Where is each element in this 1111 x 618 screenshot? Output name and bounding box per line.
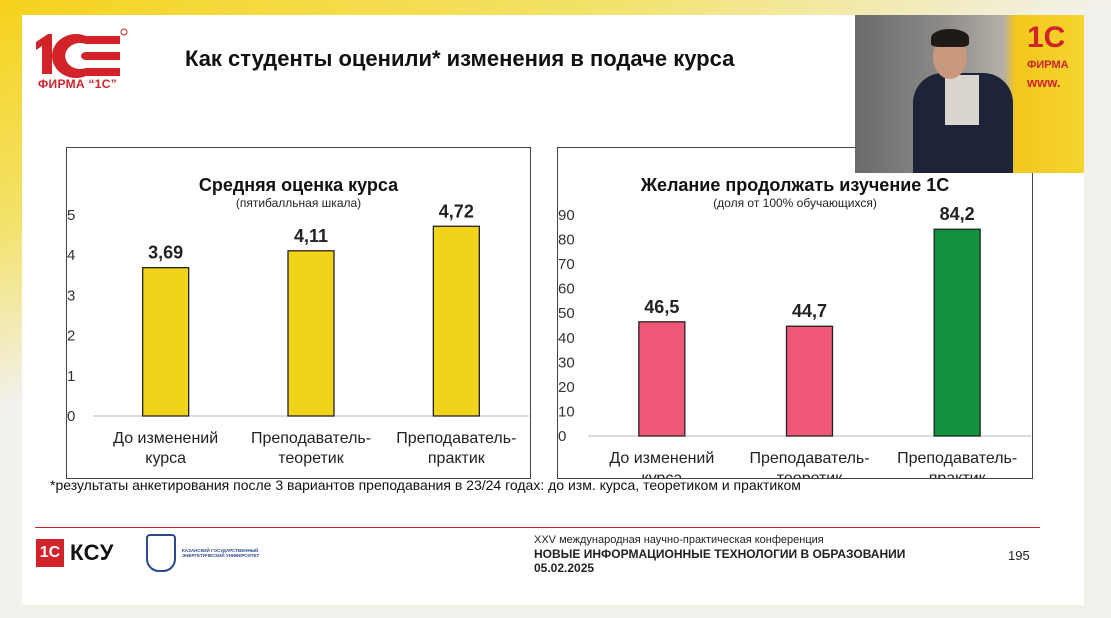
data-label: 4,11: [294, 226, 328, 246]
y-tick-label: 0: [558, 428, 566, 445]
university-name: КАЗАНСКИЙ ГОСУДАРСТВЕННЫЙ ЭНЕРГЕТИЧЕСКИЙ…: [182, 548, 260, 558]
slide-title: Как студенты оценили* изменения в подаче…: [185, 46, 735, 71]
ksu-logo-text: КСУ: [70, 540, 114, 565]
footnote: *результаты анкетирования после 3 вариан…: [50, 477, 801, 493]
logo-caption: ФИРМА “1С”: [38, 77, 118, 91]
speaker-hair: [931, 29, 969, 47]
speaker-shirt: [945, 75, 979, 125]
ksu-logo: 1С КСУ: [36, 536, 114, 570]
speaker-video: 1С ФИРМА www.: [855, 15, 1084, 173]
chart-title: Желание продолжать изучение 1С: [640, 175, 950, 195]
y-tick-label: 50: [558, 305, 575, 322]
y-tick-label: 5: [67, 207, 75, 224]
y-tick-label: 0: [67, 408, 75, 425]
category-label: Преподаватель-: [897, 450, 1017, 467]
chart-average-score: 0 1 2 3 4 5 3,69 До изменений курса 4,11 Преподава…: [67, 201, 529, 467]
data-label: 44,7: [792, 301, 827, 321]
firma-1c-logo: [36, 28, 128, 78]
y-tick-label: 70: [558, 256, 575, 273]
bar: [287, 250, 335, 417]
y-tick-label: 90: [558, 207, 575, 224]
category-label: теоретик: [777, 470, 843, 478]
data-label: 4,72: [439, 201, 474, 221]
y-tick-label: 30: [558, 354, 575, 371]
chart-subtitle: (пятибалльная шкала): [235, 196, 362, 210]
y-tick-label: 4: [67, 247, 75, 264]
banner-brand: 1С: [1027, 21, 1066, 54]
data-label: 84,2: [940, 204, 975, 224]
category-label: Преподаватель-: [251, 430, 371, 447]
category-label: практик: [428, 450, 486, 467]
conference-line-1: XXV международная научно-практическая ко…: [534, 534, 824, 546]
y-tick-label: 60: [558, 281, 575, 298]
conference-info: XXV международная научно-практическая ко…: [534, 533, 905, 575]
category-label: Преподаватель-: [749, 450, 869, 467]
category-label: До изменений: [113, 430, 218, 447]
category-label: До изменений: [609, 450, 714, 467]
category-label: курса: [641, 470, 682, 478]
y-tick-label: 1: [67, 368, 75, 385]
bar: [638, 321, 686, 437]
bar: [933, 228, 981, 437]
conference-line-2: НОВЫЕ ИНФОРМАЦИОННЫЕ ТЕХНОЛОГИИ В ОБРАЗО…: [534, 547, 906, 561]
category-label: Преподаватель-: [396, 430, 516, 447]
category-label: курса: [145, 450, 186, 467]
bar: [785, 325, 834, 437]
page-number: 195: [1008, 548, 1030, 563]
chart-panel-left: Средняя оценка курса (пятибалльная шкала…: [66, 147, 531, 479]
bar: [142, 267, 190, 417]
y-tick-label: 40: [558, 330, 575, 347]
chart-panel-right: Желание продолжать изучение 1С (доля от …: [557, 147, 1033, 479]
data-label: 3,69: [148, 243, 183, 263]
y-tick-label: 20: [558, 379, 575, 396]
chart-desire-continue: 0 10 20 30 40 50 60 70 80 90 46,5 До изменений курса…: [558, 204, 1031, 478]
chart-title: Средняя оценка курса: [198, 175, 399, 195]
category-label: теоретик: [278, 450, 344, 467]
y-tick-label: 2: [67, 328, 75, 345]
y-tick-label: 80: [558, 232, 575, 249]
conference-date: 05.02.2025: [534, 561, 595, 575]
university-shield-icon: [146, 534, 176, 572]
banner-brand-line3: www.: [1027, 75, 1061, 90]
y-tick-label: 10: [558, 403, 575, 420]
banner-brand-line2: ФИРМА: [1027, 59, 1069, 71]
footer-divider: [35, 527, 1040, 528]
y-tick-label: 3: [67, 287, 75, 304]
university-logo: КАЗАНСКИЙ ГОСУДАРСТВЕННЫЙ ЭНЕРГЕТИЧЕСКИЙ…: [146, 534, 262, 572]
data-label: 46,5: [644, 297, 679, 317]
chart-subtitle: (доля от 100% обучающихся): [713, 196, 877, 210]
bar: [432, 225, 480, 417]
category-label: практик: [929, 470, 987, 478]
ksu-logo-box: 1С: [36, 539, 64, 567]
